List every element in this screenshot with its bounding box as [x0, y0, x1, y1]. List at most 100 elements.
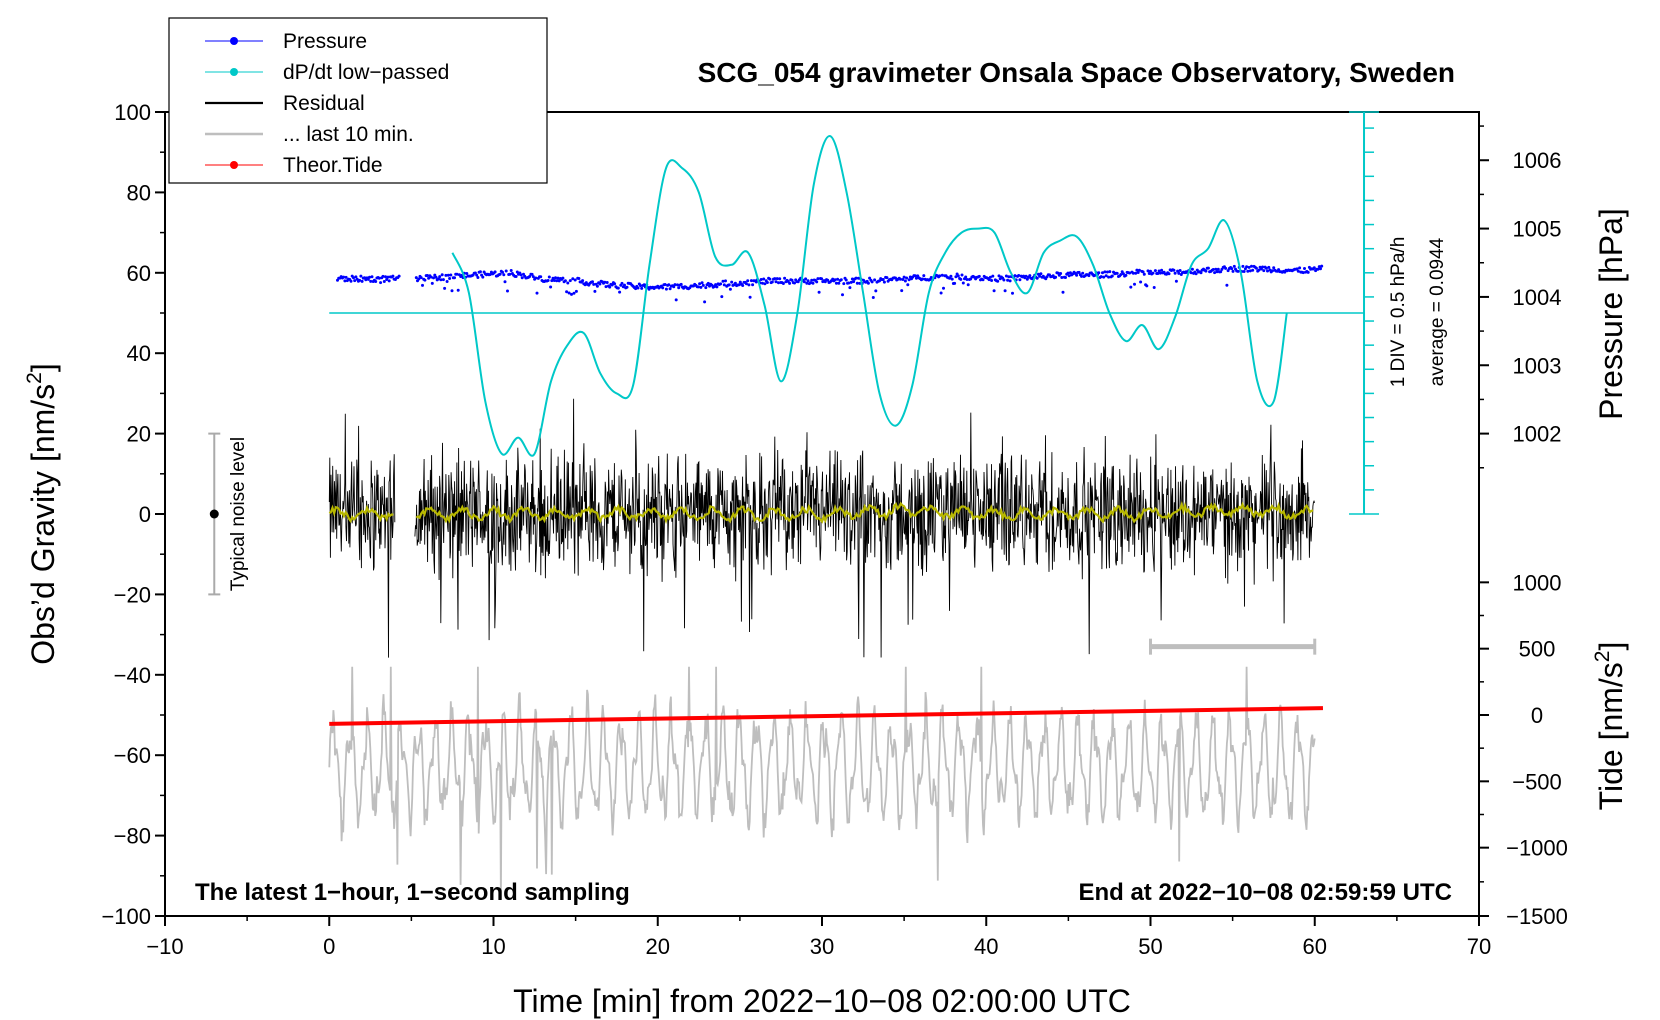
pressure-point: [618, 290, 622, 294]
pressure-point: [593, 289, 597, 293]
pressure-point: [1107, 275, 1111, 279]
pressure-point: [1133, 282, 1136, 286]
y-tick-label: 20: [127, 422, 151, 447]
dpdt-scale-label: 1 DIV = 0.5 hPa/h: [1388, 237, 1409, 388]
pressure-point: [1008, 279, 1012, 283]
pressure-point: [352, 276, 355, 280]
tide-tick-label: −1000: [1506, 836, 1568, 861]
pressure-point: [836, 277, 840, 281]
pressure-point: [1061, 290, 1065, 294]
pressure-point: [1142, 272, 1146, 276]
pressure-point: [1056, 271, 1060, 275]
pressure-point: [1206, 266, 1210, 270]
pressure-point: [765, 281, 769, 284]
y-tick-label: 80: [127, 180, 151, 205]
pressure-point: [353, 279, 357, 283]
pressure-point: [850, 277, 854, 281]
pressure-point: [816, 277, 820, 281]
pressure-point: [504, 269, 508, 273]
y-tick-label: −40: [114, 663, 151, 688]
x-axis-label: Time [min] from 2022−10−08 02:00:00 UTC: [513, 983, 1131, 1019]
pressure-point: [781, 282, 785, 285]
pressure-point: [1135, 268, 1139, 272]
tide-axis-label-sup: 2: [1591, 651, 1614, 663]
noise-level-label: Typical noise level: [228, 437, 249, 591]
pressure-point: [528, 275, 532, 278]
pressure-axis-ticks: 1002 1003 1004 1005 1006: [1479, 125, 1562, 469]
pressure-point: [793, 281, 796, 285]
tide-tick-label: 0: [1531, 703, 1543, 728]
pressure-point: [991, 274, 995, 278]
pressure-point: [574, 289, 578, 293]
note-right: End at 2022−10−08 02:59:59 UTC: [1078, 879, 1452, 906]
pressure-point: [453, 276, 456, 280]
pressure-point: [448, 277, 452, 280]
pressure-point: [809, 281, 812, 285]
x-tick-label: 20: [646, 934, 670, 959]
pressure-point: [636, 286, 640, 290]
pressure-point: [565, 290, 569, 294]
pressure-point: [1215, 270, 1219, 274]
pressure-point: [374, 280, 378, 283]
tide-tick-label: 500: [1519, 637, 1556, 662]
pressure-point: [481, 275, 485, 279]
pressure-point: [368, 275, 371, 279]
pressure-point: [546, 279, 550, 282]
pressure-point: [381, 274, 385, 278]
y-tick-label: −20: [114, 582, 151, 607]
pressure-point: [1004, 274, 1008, 278]
pressure-point: [640, 286, 644, 290]
pressure-point: [1128, 271, 1132, 275]
pressure-point: [773, 277, 777, 281]
pressure-point: [661, 286, 665, 290]
pressure-tick-label: 1006: [1513, 148, 1562, 173]
pressure-point: [450, 289, 454, 293]
pressure-point: [1224, 266, 1228, 270]
pressure-point: [445, 280, 449, 283]
pressure-point: [642, 283, 646, 287]
pressure-point: [603, 280, 607, 284]
pressure-point: [1060, 276, 1064, 279]
pressure-point: [343, 279, 347, 283]
pressure-point: [488, 273, 492, 276]
pressure-point: [604, 285, 608, 289]
pressure-point: [871, 296, 875, 299]
pressure-point: [377, 276, 381, 280]
pressure-point: [1156, 272, 1160, 275]
pressure-point: [696, 285, 700, 289]
pressure-point: [849, 280, 853, 284]
pressure-point: [844, 278, 848, 282]
last-10-min-bar: [1149, 638, 1317, 655]
pressure-point: [1149, 269, 1152, 273]
pressure-point: [907, 278, 911, 282]
pressure-point: [1139, 280, 1143, 284]
pressure-point: [1067, 274, 1071, 278]
pressure-point: [762, 277, 766, 281]
pressure-point: [605, 281, 609, 284]
pressure-point: [443, 286, 447, 290]
pressure-point: [783, 276, 787, 280]
pressure-point: [1137, 268, 1141, 272]
pressure-point: [1035, 276, 1039, 280]
pressure-point: [557, 279, 561, 283]
pressure-point: [698, 282, 702, 286]
pressure-point: [805, 281, 809, 285]
pressure-point: [964, 275, 968, 279]
pressure-point: [344, 275, 348, 279]
pressure-point: [1301, 271, 1305, 275]
pressure-point: [502, 273, 506, 277]
pressure-point: [1039, 272, 1043, 276]
pressure-point: [1320, 264, 1324, 268]
pressure-point: [842, 282, 846, 286]
pressure-point: [1194, 272, 1198, 276]
pressure-point: [703, 300, 707, 304]
pressure-point: [811, 281, 815, 285]
dpdt-line: [451, 135, 1288, 457]
pressure-tick-label: 1002: [1513, 422, 1562, 447]
pressure-point: [571, 277, 575, 281]
y-tick-label: −80: [114, 824, 151, 849]
pressure-point: [770, 280, 774, 284]
pressure-point: [848, 286, 852, 290]
pressure-point: [874, 289, 878, 293]
